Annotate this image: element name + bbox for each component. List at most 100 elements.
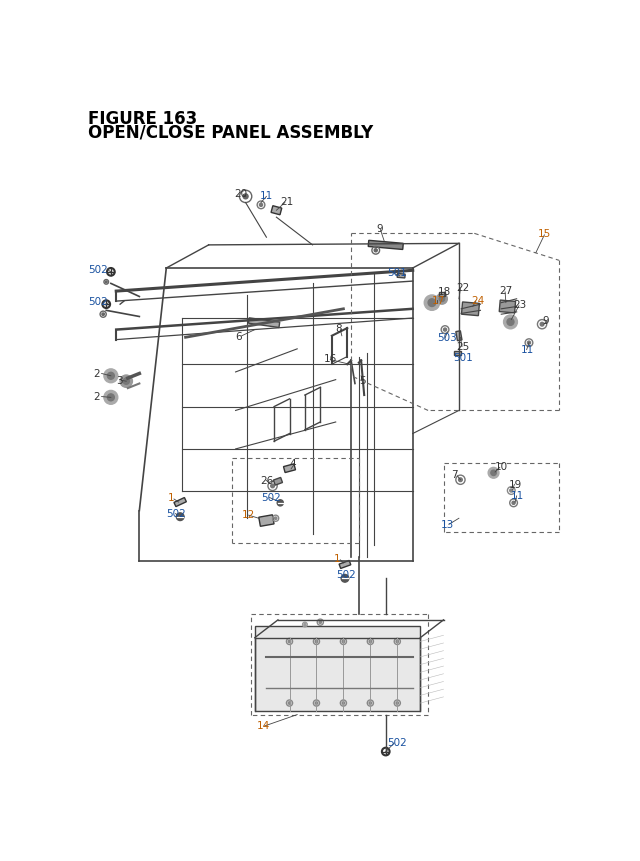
Text: 23: 23: [513, 300, 527, 310]
Bar: [397, 274, 405, 279]
Circle shape: [106, 282, 107, 283]
Text: 502: 502: [261, 492, 281, 502]
Text: 12: 12: [242, 510, 255, 520]
Circle shape: [304, 624, 306, 626]
Circle shape: [102, 313, 104, 316]
Text: 502: 502: [88, 297, 108, 307]
Bar: [271, 207, 282, 215]
Text: 11: 11: [260, 190, 273, 201]
Circle shape: [439, 297, 445, 302]
Text: 9: 9: [543, 315, 550, 325]
Circle shape: [369, 641, 372, 643]
Text: 15: 15: [538, 229, 552, 239]
Text: 11: 11: [520, 344, 534, 355]
Circle shape: [436, 294, 447, 305]
Text: 24: 24: [471, 295, 484, 305]
Text: 9: 9: [376, 224, 383, 233]
Circle shape: [491, 471, 496, 476]
Circle shape: [444, 329, 447, 331]
Bar: [368, 241, 403, 251]
Circle shape: [374, 250, 378, 252]
Text: 13: 13: [441, 519, 454, 529]
Text: 502: 502: [387, 737, 407, 746]
Text: 502: 502: [88, 264, 108, 275]
Circle shape: [512, 502, 515, 505]
Circle shape: [104, 391, 118, 405]
Circle shape: [316, 702, 317, 704]
Circle shape: [104, 369, 118, 383]
Text: 501: 501: [452, 352, 472, 362]
Text: 5: 5: [359, 375, 365, 385]
Text: 20: 20: [234, 189, 247, 199]
Circle shape: [120, 375, 132, 388]
Text: 25: 25: [456, 341, 470, 351]
Text: FIGURE 163: FIGURE 163: [88, 109, 197, 127]
Text: 502: 502: [166, 508, 186, 518]
Circle shape: [488, 468, 499, 479]
Bar: [454, 351, 461, 356]
Text: 21: 21: [280, 197, 294, 207]
Circle shape: [459, 479, 462, 482]
Bar: [499, 300, 516, 313]
Text: 1: 1: [168, 492, 175, 503]
Circle shape: [369, 702, 372, 704]
Text: OPEN/CLOSE PANEL ASSEMBLY: OPEN/CLOSE PANEL ASSEMBLY: [88, 123, 373, 141]
Bar: [461, 302, 479, 316]
Circle shape: [259, 204, 262, 208]
Text: 4: 4: [289, 458, 296, 468]
Circle shape: [342, 641, 344, 643]
Text: 11: 11: [511, 491, 525, 500]
Bar: [174, 498, 186, 507]
Text: 8: 8: [336, 324, 342, 334]
Text: 1: 1: [334, 554, 340, 564]
Text: 18: 18: [438, 287, 451, 297]
Text: 6: 6: [236, 331, 242, 341]
Text: 26: 26: [260, 475, 273, 486]
Circle shape: [108, 394, 115, 401]
FancyBboxPatch shape: [255, 626, 420, 711]
Circle shape: [424, 295, 440, 311]
Circle shape: [277, 500, 284, 506]
Text: 10: 10: [494, 461, 508, 471]
Circle shape: [275, 517, 277, 520]
Text: 19: 19: [509, 479, 522, 489]
Circle shape: [288, 702, 291, 704]
Text: 2: 2: [93, 369, 100, 378]
Text: 16: 16: [324, 354, 337, 363]
Circle shape: [316, 641, 317, 643]
Circle shape: [507, 319, 514, 326]
Bar: [439, 293, 445, 297]
Circle shape: [540, 323, 544, 326]
Circle shape: [396, 702, 399, 704]
Text: 17: 17: [432, 295, 445, 305]
Circle shape: [243, 195, 248, 200]
Text: 27: 27: [499, 286, 512, 296]
Circle shape: [176, 513, 184, 521]
Text: 2: 2: [93, 392, 100, 401]
Text: 503: 503: [437, 333, 457, 343]
Bar: [456, 331, 462, 341]
Circle shape: [108, 373, 115, 380]
Circle shape: [504, 316, 517, 330]
Bar: [273, 478, 282, 486]
Circle shape: [527, 342, 531, 344]
Text: 501: 501: [387, 268, 407, 277]
Bar: [248, 319, 280, 328]
Circle shape: [288, 641, 291, 643]
Text: 7: 7: [451, 470, 458, 480]
Text: 3: 3: [116, 375, 123, 385]
Text: 14: 14: [257, 720, 271, 730]
Circle shape: [428, 300, 436, 307]
Circle shape: [341, 575, 349, 583]
Text: 22: 22: [456, 283, 470, 293]
Circle shape: [123, 379, 129, 385]
Circle shape: [342, 702, 344, 704]
Text: 502: 502: [336, 569, 355, 579]
Circle shape: [396, 641, 399, 643]
Circle shape: [319, 622, 321, 623]
Circle shape: [509, 489, 513, 492]
Circle shape: [271, 485, 275, 488]
Bar: [339, 561, 351, 569]
Bar: [284, 464, 296, 473]
Bar: [259, 515, 274, 527]
